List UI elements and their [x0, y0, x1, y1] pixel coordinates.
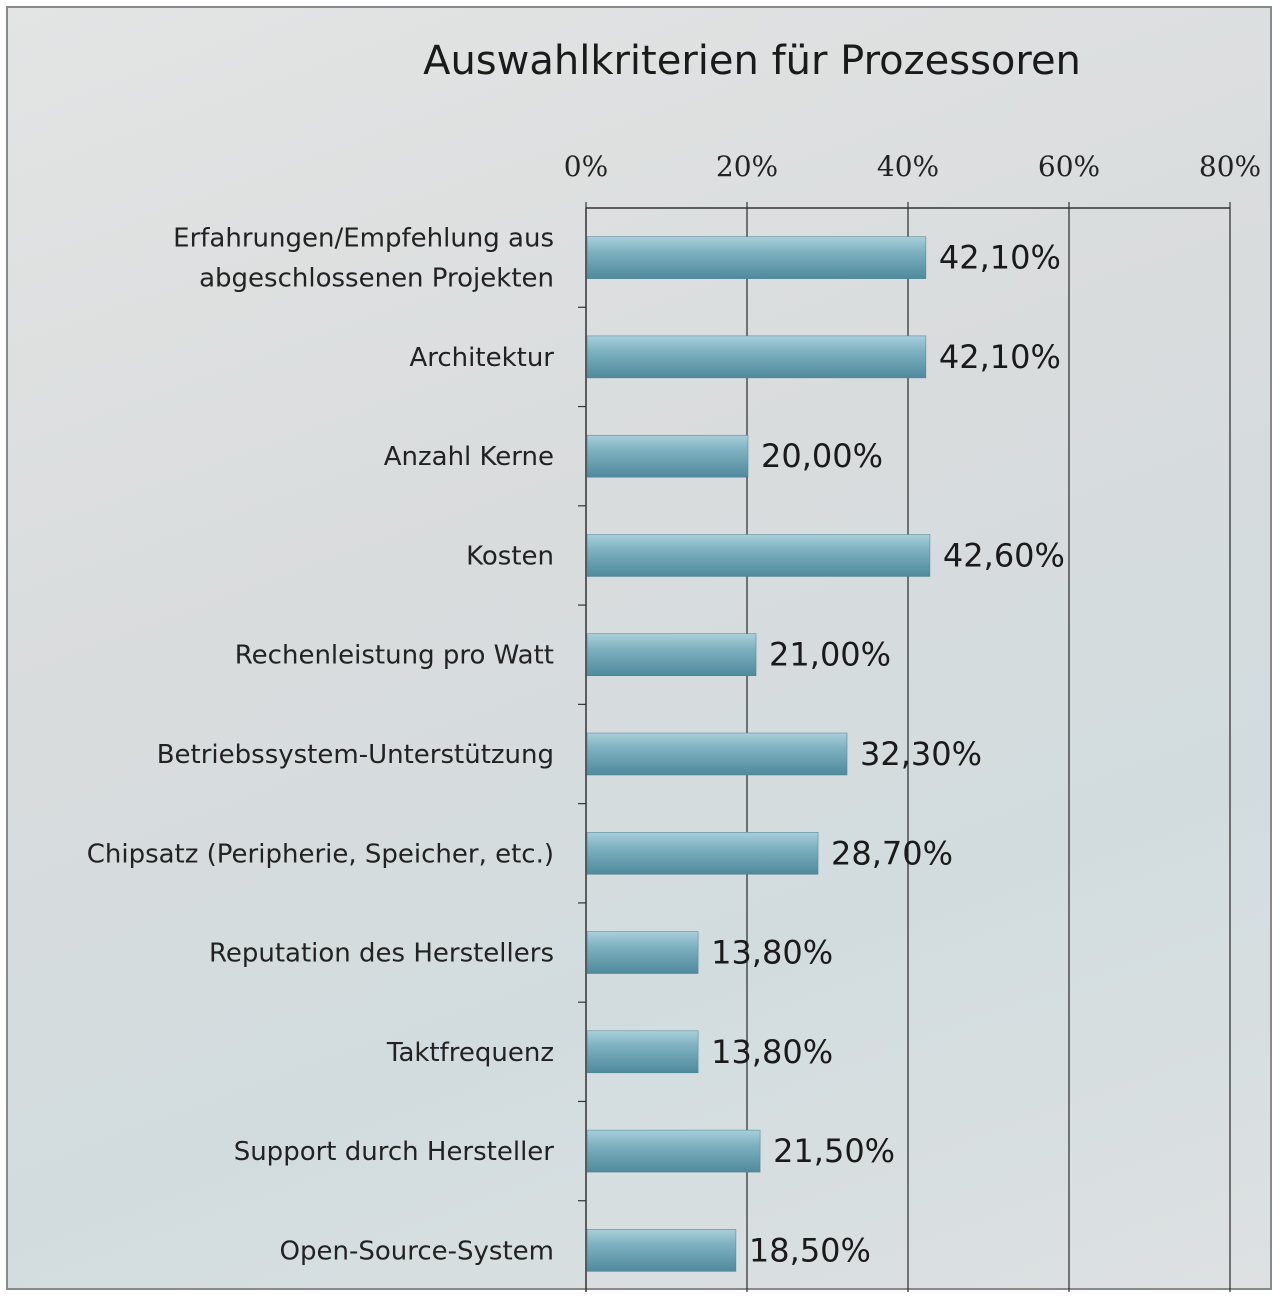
category-label: Support durch Hersteller: [234, 1137, 555, 1167]
data-label: 21,00%: [769, 636, 891, 674]
x-tick-label: 80%: [1199, 150, 1261, 183]
bar: [586, 931, 699, 974]
chart-title: Auswahlkriterien für Prozessoren: [423, 38, 1081, 84]
category-label: abgeschlossenen Projekten: [199, 264, 554, 294]
category-label: Chipsatz (Peripherie, Speicher, etc.): [87, 839, 554, 869]
x-axis-ticks: 0% 20% 40% 60% 80%: [564, 150, 1261, 1202]
data-label: 42,10%: [939, 239, 1061, 277]
bars: [586, 236, 931, 1272]
data-label: 42,60%: [943, 536, 1065, 574]
data-label: 18,50%: [749, 1231, 871, 1269]
chart-frame: Auswahlkriterien für Prozessoren 0% 20% 40…: [6, 6, 1272, 1292]
category-label: Reputation des Herstellers: [209, 939, 554, 969]
bar: [586, 236, 927, 279]
category-label: Architektur: [409, 343, 554, 373]
data-label: 32,30%: [860, 735, 982, 773]
bar: [586, 1129, 761, 1173]
category-label: Rechenleistung pro Watt: [235, 641, 554, 671]
category-label: Kosten: [466, 541, 554, 571]
bar: [586, 1030, 699, 1074]
data-label: 20,00%: [761, 437, 883, 475]
x-tick-label: 0%: [564, 150, 608, 183]
x-tick-label: 20%: [716, 150, 778, 183]
category-labels: Erfahrungen/Empfehlung aus abgeschlossene…: [87, 224, 555, 1267]
bar: [586, 335, 927, 379]
data-label: 28,70%: [831, 834, 953, 872]
bar-chart: Auswahlkriterien für Prozessoren 0% 20% 40…: [87, 38, 1261, 1292]
bar: [586, 1229, 737, 1272]
data-label: 21,50%: [773, 1132, 895, 1170]
data-label: 42,10%: [939, 338, 1061, 376]
category-label: Betriebssystem-Unterstützung: [157, 740, 554, 770]
category-label: Open-Source-System: [280, 1236, 554, 1266]
category-label: Taktfrequenz: [386, 1038, 554, 1068]
data-label: 13,80%: [711, 1033, 833, 1071]
x-tick-label: 60%: [1038, 150, 1100, 183]
category-label: Erfahrungen/Empfehlung aus: [173, 224, 554, 254]
category-label: Anzahl Kerne: [384, 442, 554, 472]
data-label: 13,80%: [711, 934, 833, 972]
bar: [586, 633, 757, 676]
bar: [586, 534, 931, 577]
data-labels: 42,10% 42,10% 20,00% 42,60% 21,00% 32,30% 28,7…: [711, 239, 1065, 1270]
x-tick-label: 40%: [877, 150, 939, 183]
bar: [586, 434, 749, 478]
bar: [586, 832, 819, 875]
bar: [586, 732, 848, 776]
